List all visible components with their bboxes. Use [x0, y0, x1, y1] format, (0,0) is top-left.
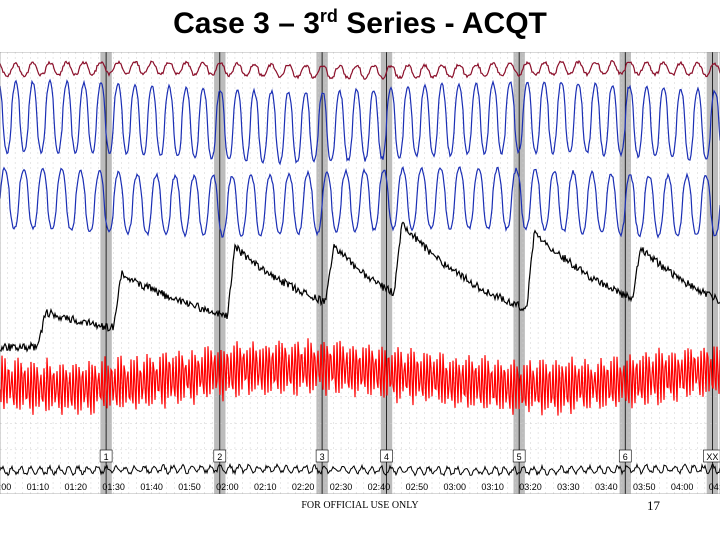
x-tick-label: 02:50: [406, 482, 429, 492]
x-tick-label: 02:40: [368, 482, 391, 492]
footer-classification: FOR OFFICIAL USE ONLY: [0, 500, 720, 511]
x-tick-label: 01:40: [140, 482, 163, 492]
x-tick-label: 02:20: [292, 482, 315, 492]
x-tick-label: 04:00: [671, 482, 694, 492]
event-label: 5: [517, 452, 522, 462]
x-tick-label: 04:10: [709, 482, 720, 492]
x-tick-label: 01:50: [178, 482, 201, 492]
x-tick-label: 03:50: [633, 482, 656, 492]
x-tick-label: 03:40: [595, 482, 618, 492]
x-tick-label: 03:00: [443, 482, 466, 492]
event-label: 6: [623, 452, 628, 462]
event-label: 3: [320, 452, 325, 462]
x-tick-label: 03:20: [519, 482, 542, 492]
x-tick-label: 03:10: [481, 482, 504, 492]
x-tick-label: 03:30: [557, 482, 580, 492]
x-tick-label: 02:10: [254, 482, 277, 492]
x-tick-label: 01:00: [0, 482, 11, 492]
x-tick-label: 02:00: [216, 482, 239, 492]
event-label: 1: [104, 452, 109, 462]
page-number: 17: [647, 498, 660, 514]
slide-title: Case 3 – 3rd Series - ACQT: [0, 6, 720, 41]
x-tick-label: 02:30: [330, 482, 353, 492]
event-label: XX: [706, 452, 718, 462]
event-label: 4: [384, 452, 389, 462]
polygraph-chart: 1 2 3 4 5 6 XX 01:00 01:10 01:20 01:30 01:40 01:50 02…: [0, 52, 720, 494]
x-tick-label: 01:10: [27, 482, 50, 492]
event-label: 2: [217, 452, 222, 462]
x-tick-label: 01:30: [102, 482, 125, 492]
x-tick-label: 01:20: [65, 482, 88, 492]
